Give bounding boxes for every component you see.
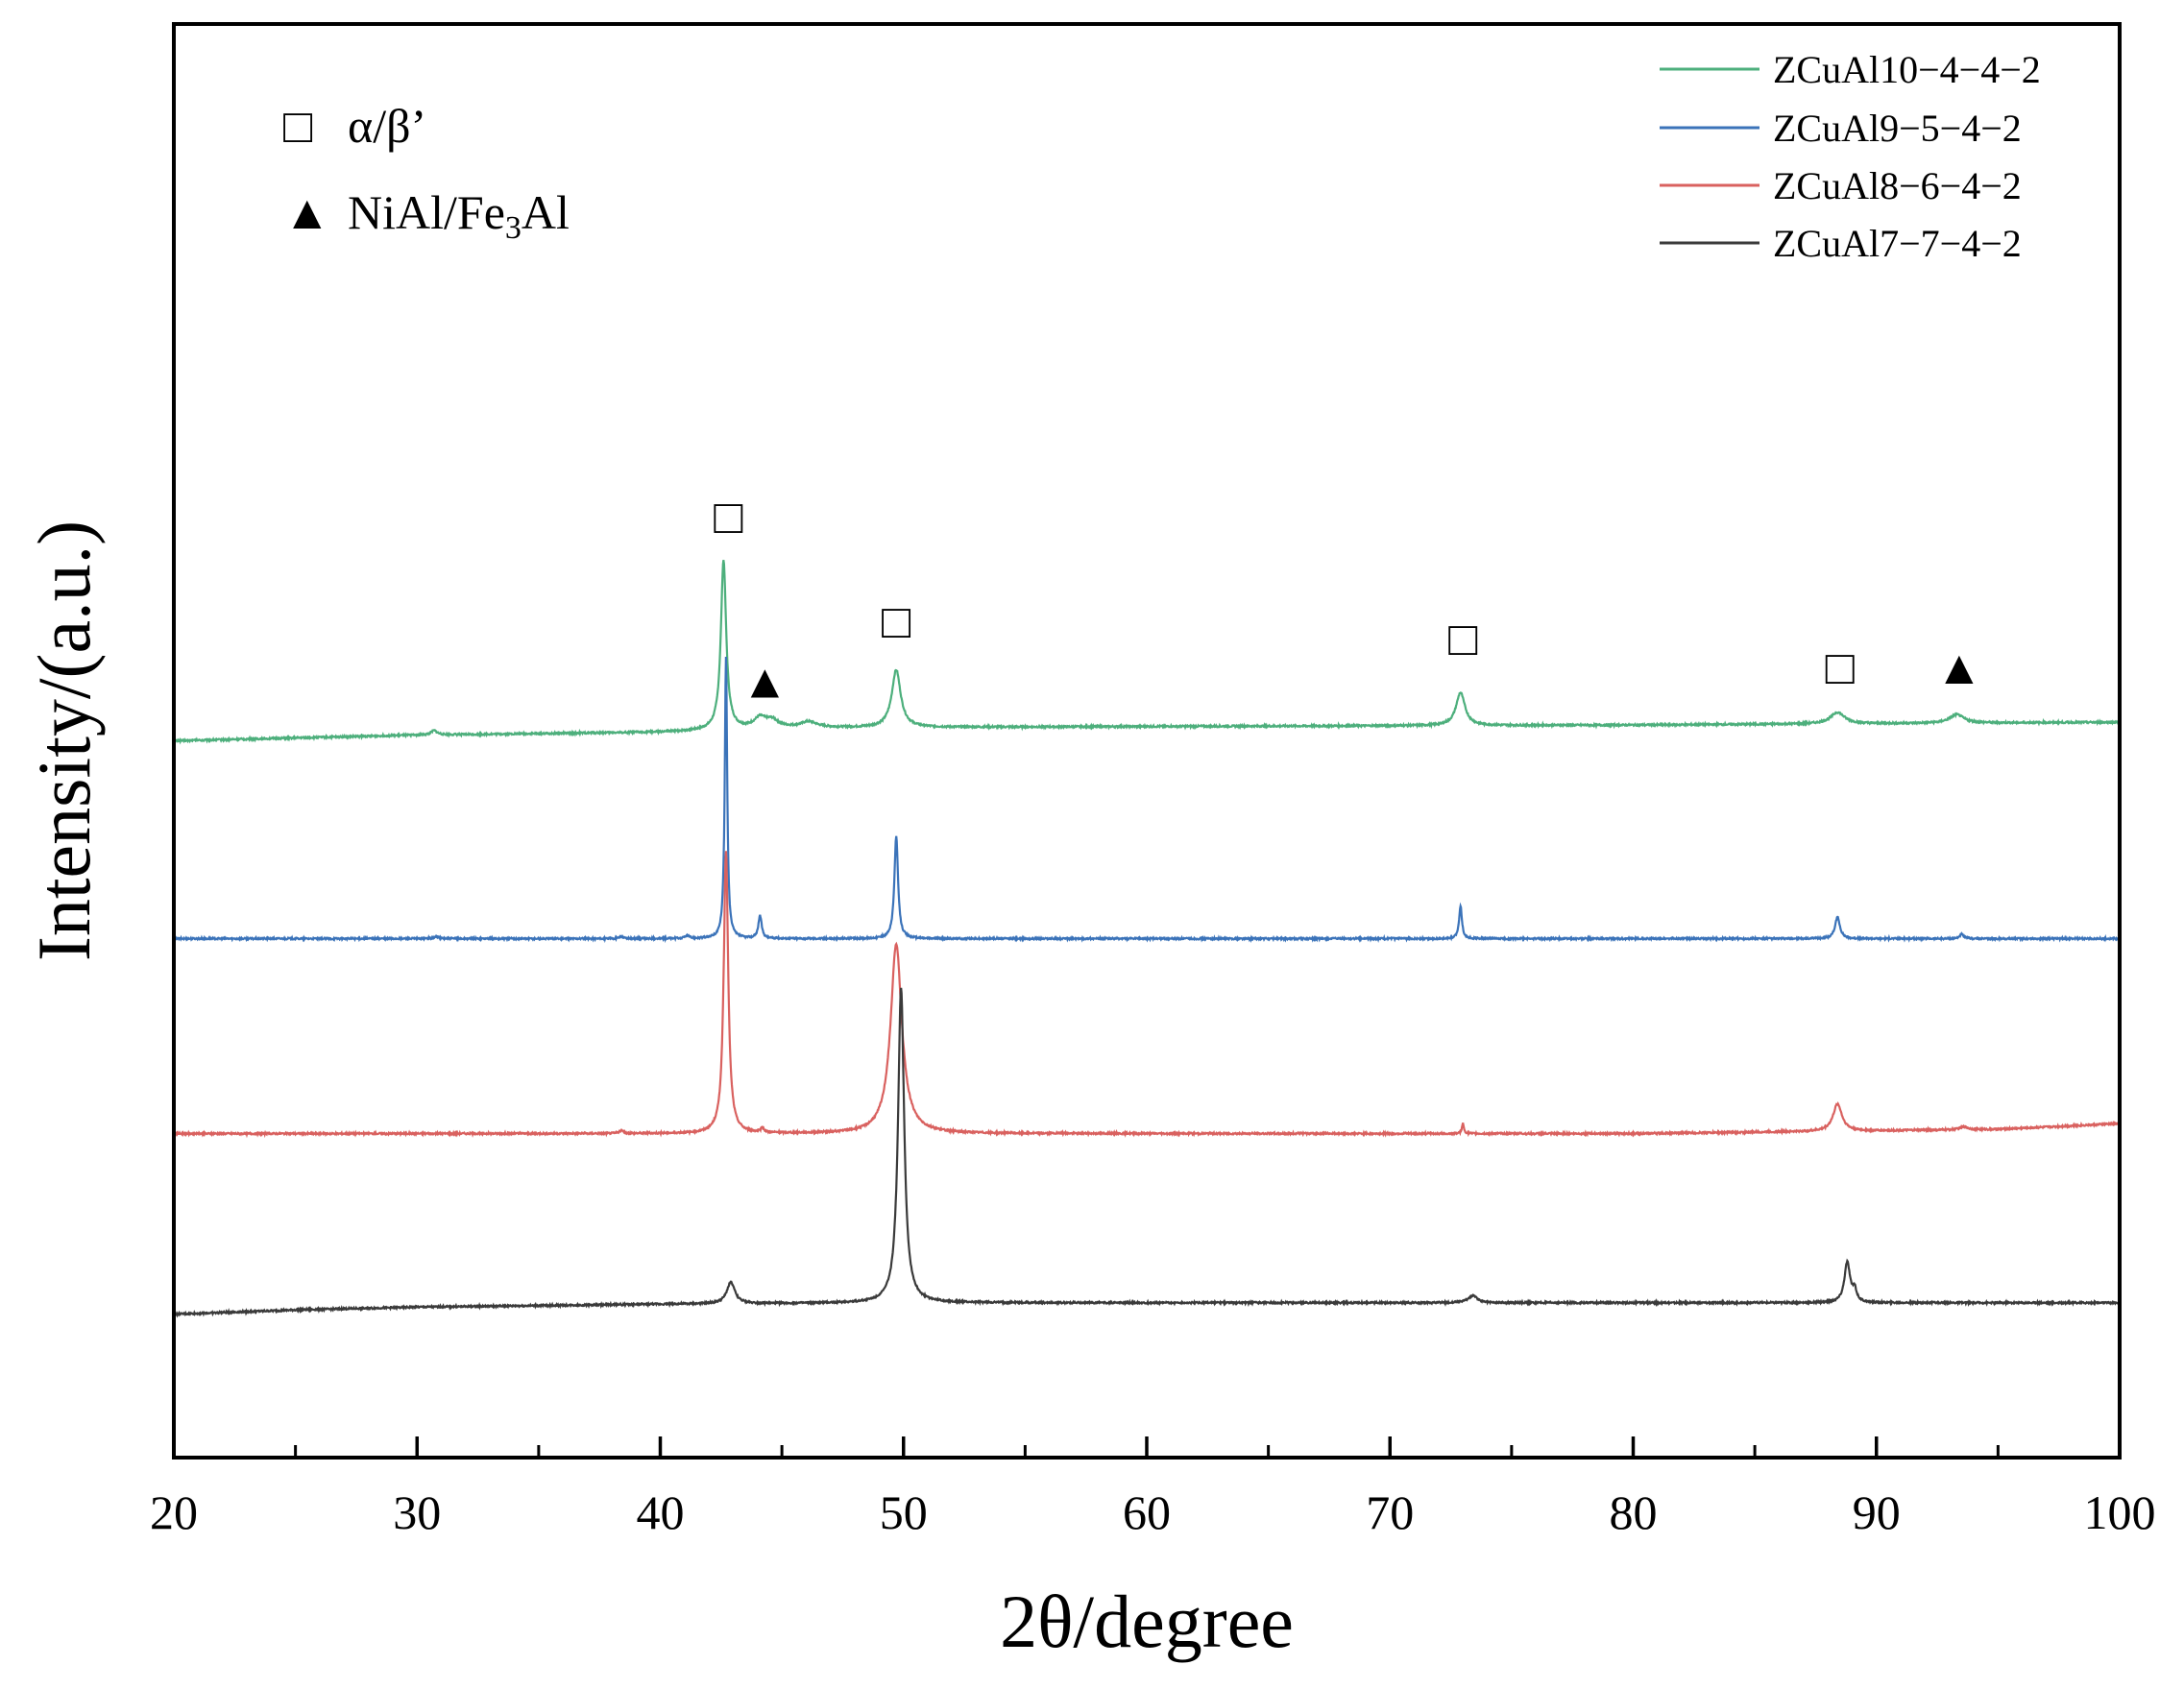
x-tick-label: 60 xyxy=(1123,1485,1171,1539)
series-line-2 xyxy=(172,851,2122,1139)
peak-marker: ▲ xyxy=(741,655,789,709)
x-tick-label: 80 xyxy=(1610,1485,1658,1539)
phase-legend-nial-label: NiAl/Fe3Al xyxy=(348,185,570,246)
x-tick-label: 50 xyxy=(880,1485,928,1539)
phase-legend-alpha-beta-label: α/β’ xyxy=(348,99,426,153)
x-axis-ticks: 20 30 40 50 60 70 80 90 100 xyxy=(150,1436,2156,1539)
phase-legend-alpha-beta-symbol: □ xyxy=(283,99,313,153)
legend-label-zcual10: ZCuAl10−4−4−2 xyxy=(1773,48,2041,91)
series-line-3 xyxy=(173,987,2121,1318)
series-line-0 xyxy=(173,560,2121,745)
series-legend: ZCuAl10−4−4−2 ZCuAl9−5−4−2 ZCuAl8−6−4−2 … xyxy=(1660,48,2041,265)
phase-legend-nial-tail: Al xyxy=(522,185,570,239)
series-layer xyxy=(172,560,2122,1318)
x-tick-label: 30 xyxy=(393,1485,441,1539)
peak-marker: □ xyxy=(882,594,911,648)
x-tick-label: 70 xyxy=(1366,1485,1414,1539)
peak-marker: □ xyxy=(1448,612,1478,665)
peak-marker: ▲ xyxy=(1935,640,1983,694)
peak-marker: □ xyxy=(714,490,743,543)
phase-legend: □ α/β’ ▲ NiAl/Fe3Al xyxy=(283,99,570,246)
legend-label-zcual8: ZCuAl8−6−4−2 xyxy=(1773,164,2022,207)
peak-annotations: □ ▲ □ □ □ ▲ xyxy=(714,490,1982,709)
x-tick-label: 100 xyxy=(2084,1485,2156,1539)
series-line-1 xyxy=(172,656,2121,944)
phase-legend-nial-symbol: ▲ xyxy=(283,185,331,239)
x-tick-label: 90 xyxy=(1853,1485,1901,1539)
x-tick-label: 40 xyxy=(637,1485,685,1539)
x-axis-title: 2θ/degree xyxy=(1000,1580,1294,1663)
x-tick-label: 20 xyxy=(150,1485,198,1539)
peak-marker: □ xyxy=(1826,640,1856,694)
legend-label-zcual9: ZCuAl9−5−4−2 xyxy=(1773,107,2022,150)
phase-legend-nial-subscript: 3 xyxy=(505,210,522,246)
legend-label-zcual7: ZCuAl7−7−4−2 xyxy=(1773,222,2022,265)
y-axis-title: Intensity/(a.u.) xyxy=(22,520,106,961)
phase-legend-nial-main: NiAl/Fe xyxy=(348,185,505,239)
